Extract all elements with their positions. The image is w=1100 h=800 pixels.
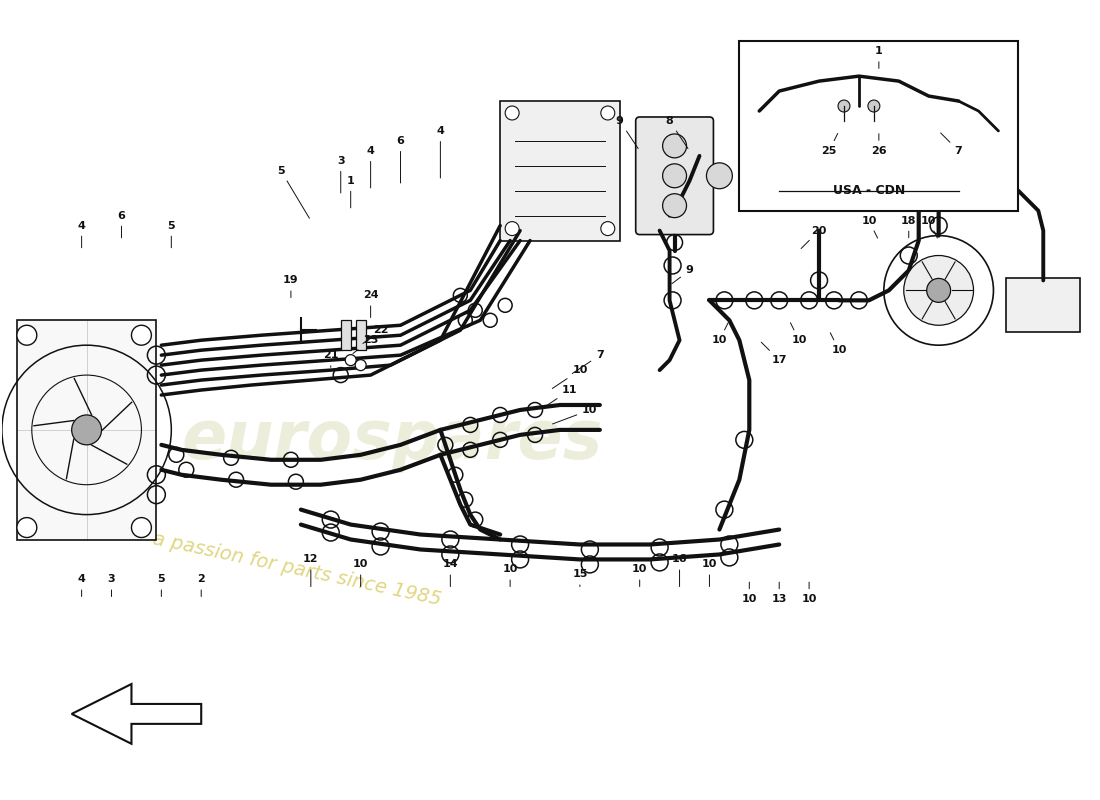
- Text: 10: 10: [353, 559, 369, 586]
- FancyBboxPatch shape: [16, 320, 156, 539]
- Text: 2: 2: [197, 574, 205, 597]
- Text: 11: 11: [542, 385, 578, 409]
- Text: 10: 10: [791, 322, 806, 346]
- FancyBboxPatch shape: [341, 320, 351, 350]
- Text: 20: 20: [801, 226, 827, 249]
- Text: 24: 24: [363, 290, 378, 318]
- Text: 1: 1: [346, 176, 354, 208]
- Circle shape: [16, 326, 36, 345]
- Circle shape: [16, 518, 36, 538]
- Circle shape: [662, 134, 686, 158]
- Text: 4: 4: [78, 221, 86, 248]
- Text: 6: 6: [397, 136, 405, 183]
- Polygon shape: [72, 684, 201, 744]
- Text: 23: 23: [353, 335, 378, 354]
- Text: 3: 3: [337, 156, 344, 193]
- Text: 3: 3: [108, 574, 115, 597]
- Text: eurospares: eurospares: [182, 407, 603, 473]
- Text: 10: 10: [741, 582, 757, 604]
- Text: 7: 7: [940, 133, 962, 156]
- Text: 9: 9: [672, 266, 693, 284]
- Text: 10: 10: [503, 565, 518, 586]
- Circle shape: [601, 106, 615, 120]
- Circle shape: [345, 354, 356, 366]
- Text: 13: 13: [771, 582, 786, 604]
- Text: 22: 22: [363, 326, 388, 343]
- Text: a passion for parts since 1985: a passion for parts since 1985: [152, 530, 443, 610]
- Circle shape: [72, 415, 101, 445]
- Circle shape: [838, 100, 850, 112]
- Text: 25: 25: [822, 134, 838, 156]
- Circle shape: [505, 106, 519, 120]
- FancyBboxPatch shape: [1006, 278, 1080, 332]
- Text: 4: 4: [437, 126, 444, 178]
- Circle shape: [904, 255, 974, 326]
- Text: 4: 4: [78, 574, 86, 597]
- FancyBboxPatch shape: [500, 101, 619, 241]
- Text: 17: 17: [761, 342, 786, 365]
- Text: 9: 9: [616, 116, 638, 149]
- Text: 10: 10: [861, 216, 878, 238]
- Text: 19: 19: [283, 275, 299, 298]
- Text: 5: 5: [157, 574, 165, 597]
- Text: 5: 5: [277, 166, 309, 218]
- Circle shape: [706, 163, 733, 189]
- Circle shape: [132, 518, 152, 538]
- Text: 10: 10: [552, 365, 587, 389]
- Text: 4: 4: [366, 146, 375, 188]
- Text: 10: 10: [921, 216, 937, 238]
- Text: 10: 10: [830, 333, 847, 355]
- Text: 15: 15: [572, 570, 587, 586]
- Text: 14: 14: [442, 559, 459, 586]
- Text: 10: 10: [632, 565, 648, 586]
- Text: USA - CDN: USA - CDN: [833, 184, 905, 198]
- Circle shape: [601, 222, 615, 235]
- Text: 10: 10: [712, 322, 728, 346]
- FancyBboxPatch shape: [636, 117, 714, 234]
- Circle shape: [505, 222, 519, 235]
- Text: 21: 21: [323, 350, 339, 367]
- Text: 8: 8: [666, 116, 688, 149]
- Text: 10: 10: [802, 582, 817, 604]
- Circle shape: [868, 100, 880, 112]
- Text: 7: 7: [572, 350, 604, 374]
- Circle shape: [355, 360, 366, 370]
- FancyBboxPatch shape: [739, 42, 1019, 210]
- Text: 18: 18: [901, 216, 916, 238]
- Circle shape: [662, 194, 686, 218]
- Text: 26: 26: [871, 134, 887, 156]
- Circle shape: [662, 164, 686, 188]
- Text: 6: 6: [118, 210, 125, 238]
- Text: 5: 5: [167, 221, 175, 248]
- Circle shape: [926, 278, 950, 302]
- Text: 10: 10: [702, 559, 717, 586]
- Text: 10: 10: [552, 405, 597, 424]
- Text: 16: 16: [672, 554, 688, 586]
- Text: 12: 12: [304, 554, 319, 586]
- Circle shape: [132, 326, 152, 345]
- Text: 1: 1: [874, 46, 882, 68]
- FancyBboxPatch shape: [355, 320, 365, 350]
